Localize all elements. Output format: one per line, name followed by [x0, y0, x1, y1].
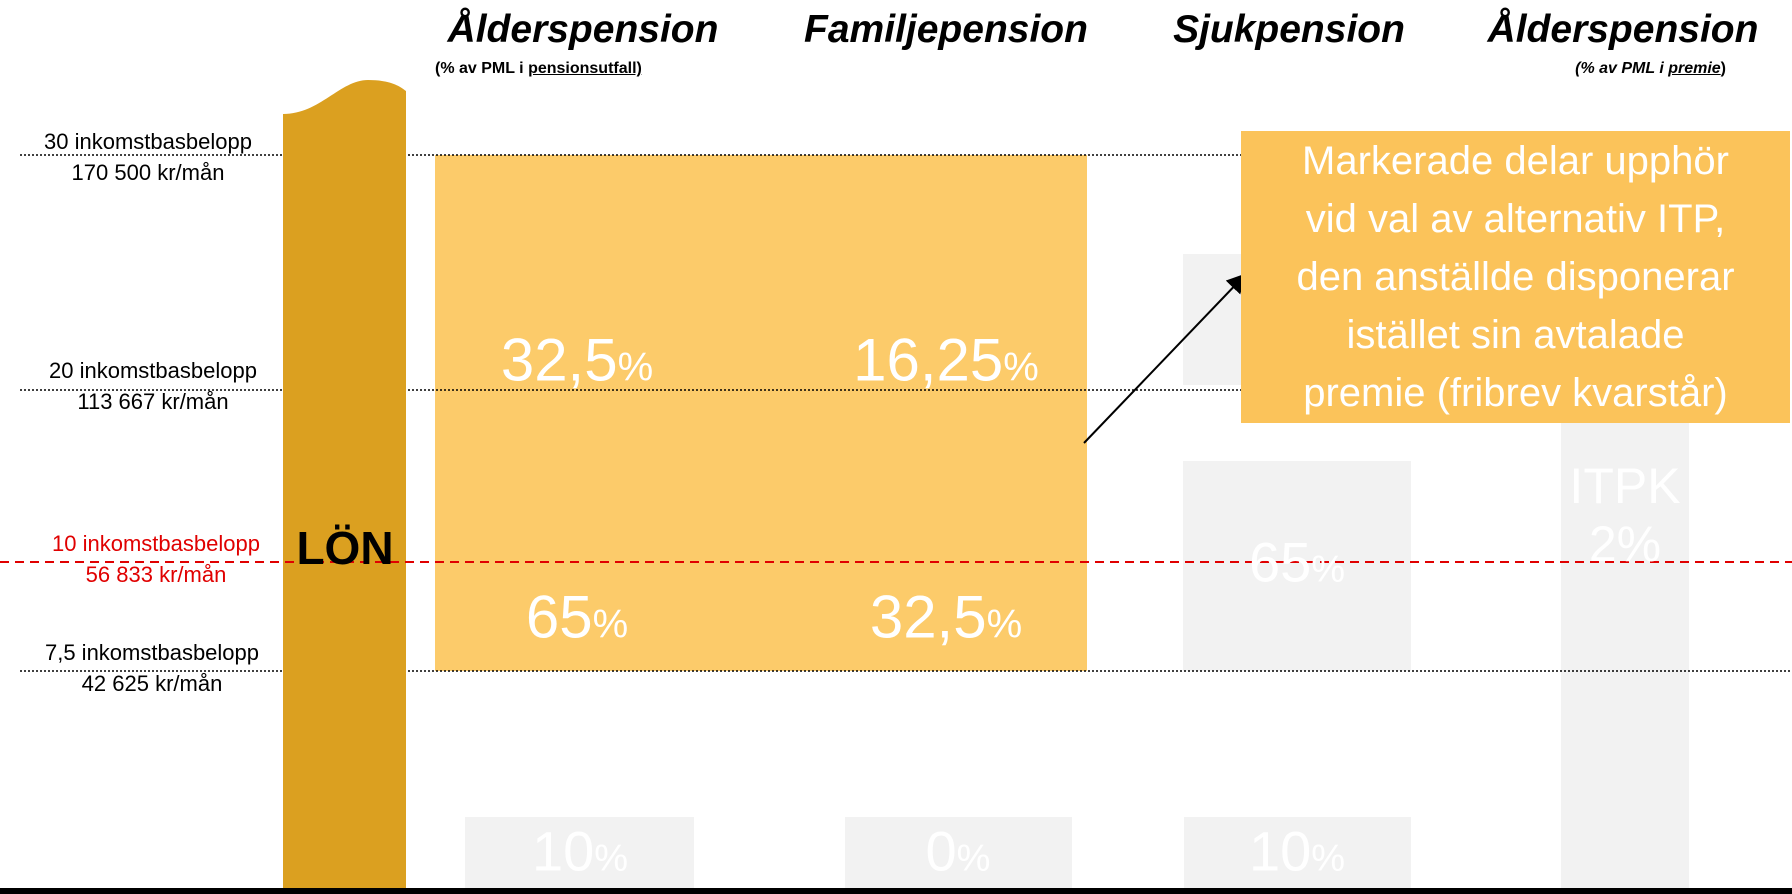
header-subtitle: (% av PML i premie): [1575, 60, 1726, 78]
itpk-box: [1561, 423, 1689, 894]
callout-line: premie (fribrev kvarstår): [1303, 371, 1728, 415]
text: 32,5: [869, 583, 987, 651]
level-amount: 113 667 kr/mån: [77, 389, 229, 414]
percent-label: 32,5%: [501, 326, 653, 395]
faded-box: [1183, 461, 1411, 671]
faded-label: 0%: [925, 819, 991, 888]
faded-label: 65%: [1248, 530, 1346, 599]
text: %: [986, 602, 1023, 647]
baseline: [0, 888, 1792, 894]
text: 32,5: [500, 326, 618, 394]
arrow: [1083, 273, 1247, 444]
level-amount: 170 500 kr/mån: [71, 160, 225, 185]
level-name: 7,5 inkomstbasbelopp: [44, 640, 260, 665]
header-title: Familjepension: [804, 8, 1088, 51]
itpk-label: ITPK 2%: [1569, 457, 1680, 573]
text: 65: [525, 583, 593, 651]
percent-label: 65%: [526, 583, 628, 652]
text: %: [1311, 548, 1346, 591]
salary-bar: [283, 80, 406, 894]
text: 10: [1248, 819, 1312, 883]
callout-line: den anställde disponerar: [1296, 255, 1735, 299]
level-label: 7,5 inkomstbasbelopp 42 625 kr/mån: [45, 637, 259, 699]
level-name: 20 inkomstbasbelopp: [49, 358, 257, 383]
subtitle-underlined: premie: [1668, 60, 1721, 77]
text: %: [594, 837, 629, 880]
text: ITPK: [1569, 458, 1681, 514]
text: 65: [1248, 530, 1312, 594]
text: %: [1003, 345, 1039, 390]
level-label: 30 inkomstbasbelopp 170 500 kr/mån: [44, 126, 252, 188]
text: 10: [531, 819, 595, 883]
callout-line: istället sin avtalade: [1346, 313, 1685, 357]
highlighted-block: [435, 155, 1087, 671]
header-title: Sjukpension: [1173, 8, 1405, 51]
level-name: 10 inkomstbasbelopp: [52, 531, 260, 556]
level-amount: 56 833 kr/mån: [85, 562, 227, 587]
faded-box: [845, 817, 1072, 894]
callout: Markerade delar upphör vid val av altern…: [1241, 131, 1790, 423]
text: 0: [925, 819, 957, 883]
header-title: Ålderspension: [1487, 8, 1759, 51]
header-subtitle: (% av PML i pensionsutfall): [435, 60, 642, 78]
salary-label: LÖN: [296, 522, 394, 574]
text: %: [956, 837, 991, 880]
level-name: 30 inkomstbasbelopp: [44, 129, 252, 154]
text: %: [617, 345, 654, 390]
subtitle-text: (% av PML i: [1575, 60, 1669, 77]
text: %: [1616, 516, 1662, 572]
text: %: [1311, 837, 1346, 880]
subtitle-underlined: pensionsutfall): [528, 60, 642, 77]
text: 2: [1588, 516, 1617, 572]
subtitle-text: ): [1720, 60, 1726, 77]
callout-line: vid val av alternativ ITP,: [1305, 197, 1726, 241]
percent-label: 16,25%: [853, 326, 1039, 395]
percent-label: 32,5%: [870, 583, 1022, 652]
callout-line: Markerade delar upphör: [1302, 139, 1729, 183]
faded-box: [1184, 817, 1411, 894]
faded-label: 10%: [1248, 819, 1346, 888]
subtitle-text: (% av PML i: [435, 60, 529, 77]
header-title: Ålderspension: [447, 8, 719, 51]
level-label: 10 inkomstbasbelopp 56 833 kr/mån: [52, 528, 260, 590]
text: 16,25: [853, 326, 1004, 394]
level-label: 20 inkomstbasbelopp 113 667 kr/mån: [49, 355, 257, 417]
faded-label: 10%: [531, 819, 629, 888]
text: %: [592, 602, 629, 647]
level-amount: 42 625 kr/mån: [81, 671, 223, 696]
faded-box: [465, 817, 694, 894]
